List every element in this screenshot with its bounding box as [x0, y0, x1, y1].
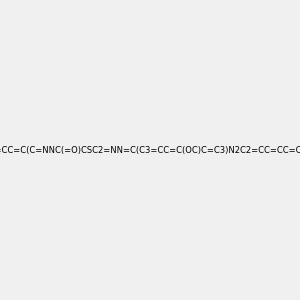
Text: CCOC1=CC=C(C=NNC(=O)CSC2=NN=C(C3=CC=C(OC)C=C3)N2C2=CC=CC=C2)C=C1: CCOC1=CC=C(C=NNC(=O)CSC2=NN=C(C3=CC=C(OC…	[0, 146, 300, 154]
